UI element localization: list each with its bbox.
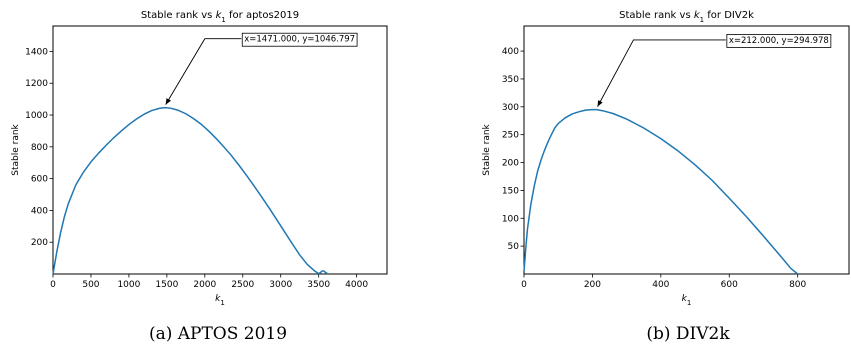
x-tick-label: 3500 bbox=[307, 280, 330, 290]
y-tick-label: 350 bbox=[502, 75, 519, 85]
x-tick-label: 1000 bbox=[117, 280, 140, 290]
x-tick-label: 600 bbox=[721, 280, 738, 290]
y-tick-label: 400 bbox=[31, 206, 48, 216]
y-tick-label: 200 bbox=[502, 159, 519, 169]
y-tick-label: 150 bbox=[502, 186, 519, 196]
series-line bbox=[52, 106, 329, 275]
y-tick-label: 800 bbox=[31, 143, 48, 153]
y-tick-label: 600 bbox=[31, 175, 48, 185]
x-tick-label: 4000 bbox=[345, 280, 368, 290]
y-tick-label: 1400 bbox=[25, 47, 48, 57]
annotation-arrowhead bbox=[165, 98, 171, 105]
x-tick-label: 0 bbox=[521, 280, 527, 290]
y-tick-label: 200 bbox=[31, 238, 48, 248]
y-tick-label: 300 bbox=[502, 103, 519, 113]
y-axis-label: Stable rank bbox=[482, 123, 492, 175]
x-tick-label: 1500 bbox=[155, 280, 178, 290]
y-axis-label: Stable rank bbox=[11, 123, 21, 175]
series-line bbox=[523, 108, 799, 275]
y-tick-label: 50 bbox=[508, 242, 520, 252]
annotation-text: x=1471.000, y=1046.797 bbox=[244, 35, 355, 45]
annotation-arrow bbox=[597, 39, 726, 107]
axes-frame bbox=[523, 25, 850, 275]
figure-caption: (a) APTOS 2019 bbox=[149, 324, 287, 344]
annotation: x=1471.000, y=1046.797 bbox=[165, 32, 358, 105]
x-tick-label: 800 bbox=[789, 280, 806, 290]
annotation: x=212.000, y=294.978 bbox=[597, 34, 832, 107]
x-tick-label: 2500 bbox=[231, 280, 254, 290]
chart-title: Stable rank vs k1 for aptos2019 bbox=[141, 10, 299, 24]
x-tick-label: 0 bbox=[50, 280, 56, 290]
x-tick-label: 400 bbox=[652, 280, 669, 290]
chart-title: Stable rank vs k1 for DIV2k bbox=[619, 10, 754, 24]
y-tick-label: 1200 bbox=[25, 79, 48, 89]
axes-frame bbox=[52, 25, 388, 275]
x-tick-label: 3000 bbox=[269, 280, 292, 290]
plot-area: 0 500 1000 1500 2000 2500 3000 3500 4000 200 400 60… bbox=[25, 25, 388, 290]
annotation-arrow bbox=[165, 38, 242, 105]
y-tick-label: 100 bbox=[502, 214, 519, 224]
x-tick-label: 500 bbox=[82, 280, 99, 290]
x-axis-label: k1 bbox=[682, 294, 692, 307]
x-tick-label: 200 bbox=[584, 280, 601, 290]
annotation-text: x=212.000, y=294.978 bbox=[729, 36, 829, 46]
figure-caption: (b) DIV2k bbox=[646, 324, 730, 344]
y-tick-label: 1000 bbox=[25, 111, 48, 121]
x-tick-label: 2000 bbox=[193, 280, 216, 290]
y-tick-label: 400 bbox=[502, 47, 519, 57]
y-tick-label: 250 bbox=[502, 131, 519, 141]
annotation-box bbox=[726, 34, 832, 48]
chart-div2k: Stable rank vs k1 for DIV2k 0 200 400 600 80… bbox=[482, 10, 850, 344]
chart-aptos2019: Stable rank vs k1 for aptos2019 0 500 1000… bbox=[11, 10, 388, 344]
plot-area: 0 200 400 600 800 50 100 150 200 250 300 350 400 x=21… bbox=[502, 25, 850, 290]
annotation-arrowhead bbox=[597, 100, 603, 107]
x-axis-label: k1 bbox=[215, 294, 225, 307]
annotation-box bbox=[241, 32, 358, 47]
